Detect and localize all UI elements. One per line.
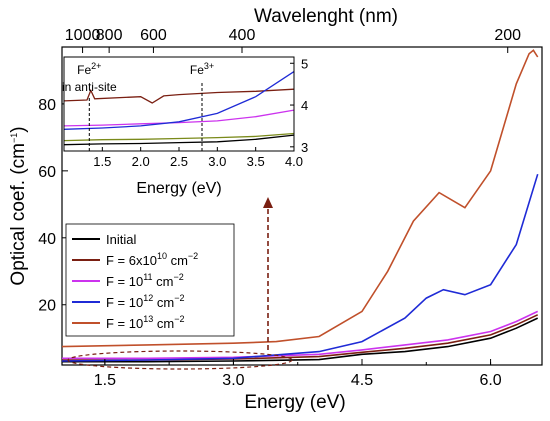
y-tick-label: 80	[38, 97, 56, 114]
zoom-region-ellipse	[67, 350, 293, 370]
x-tick-label: 6.0	[479, 372, 501, 389]
top-tick-label: 400	[229, 27, 256, 44]
inset-series-line-3	[63, 71, 295, 130]
top-tick-label: 1000	[65, 27, 101, 44]
main-x-ticks: 1.5 3.0 4.5 6.0	[94, 359, 502, 389]
y-tick-label: 40	[38, 231, 56, 248]
x-tick-label: 4.5	[351, 372, 373, 389]
inset-series-layer	[63, 71, 295, 146]
inset-y-tick-label: 4	[301, 98, 308, 113]
main-y-ticks: 20 40 60 80	[38, 97, 68, 315]
annotation-label: Fe3+	[190, 61, 214, 77]
main-series-line-3	[61, 173, 539, 362]
legend-label: F = 1012 cm−2	[106, 293, 184, 310]
inset-x-tick-label: 2.0	[132, 154, 150, 169]
legend-entries: Initial F = 6x1010 cm−2 F = 1011 cm−2 F = 1…	[72, 232, 198, 331]
inset-x-tick-label: 3.5	[247, 154, 265, 169]
main-series-line-2	[62, 310, 539, 360]
top-tick-label: 600	[140, 27, 167, 44]
inset-background	[64, 57, 294, 151]
inset-y-tick-label: 3	[301, 140, 308, 155]
main-series-layer	[61, 49, 539, 363]
main-series-line-0	[62, 317, 539, 363]
x-tick-label: 3.0	[222, 372, 244, 389]
legend-label: Initial	[106, 232, 136, 247]
inset-x-axis-title: Energy (eV)	[136, 180, 221, 197]
y-tick-label: 20	[38, 298, 56, 315]
x-axis-title: Energy (eV)	[244, 392, 345, 413]
inset-x-tick-label: 4.0	[285, 154, 303, 169]
inset-x-ticks: 1.5 2.0 2.5 3.0 3.5 4.0	[93, 147, 303, 169]
inset-series-line-2	[63, 109, 295, 127]
inset-series-line-1	[63, 88, 295, 104]
inset-x-tick-label: 3.0	[208, 154, 226, 169]
top-tick-label: 200	[494, 27, 521, 44]
annotation-label: Fe2+	[77, 61, 101, 77]
inset-annotations: Fe2+ in anti-site Fe3+	[62, 61, 214, 151]
legend-label: F = 6x1010 cm−2	[106, 251, 198, 268]
main-plot-frame	[61, 46, 543, 366]
inset-series-line-0	[63, 134, 295, 146]
top-tick-label: 800	[96, 27, 123, 44]
zoom-arrow-head	[263, 197, 273, 208]
top-axis-title: Wavelenght (nm)	[254, 6, 398, 27]
y-axis-title: Optical coef. (cm−1)	[8, 126, 29, 285]
x-tick-label: 1.5	[94, 372, 116, 389]
inset-series-line-4	[63, 132, 295, 142]
annotation-label-line2: in anti-site	[62, 80, 117, 94]
main-series-line-4	[61, 49, 539, 348]
inset-y-tick-label: 5	[301, 56, 308, 71]
inset-x-tick-label: 1.5	[93, 154, 111, 169]
inset-x-tick-label: 2.5	[170, 154, 188, 169]
legend-label: F = 1011 cm−2	[106, 272, 184, 289]
legend-label: F = 1013 cm−2	[106, 314, 184, 331]
y-tick-label: 60	[38, 164, 56, 181]
inset-y-ticks: 3 4 5	[290, 56, 308, 155]
